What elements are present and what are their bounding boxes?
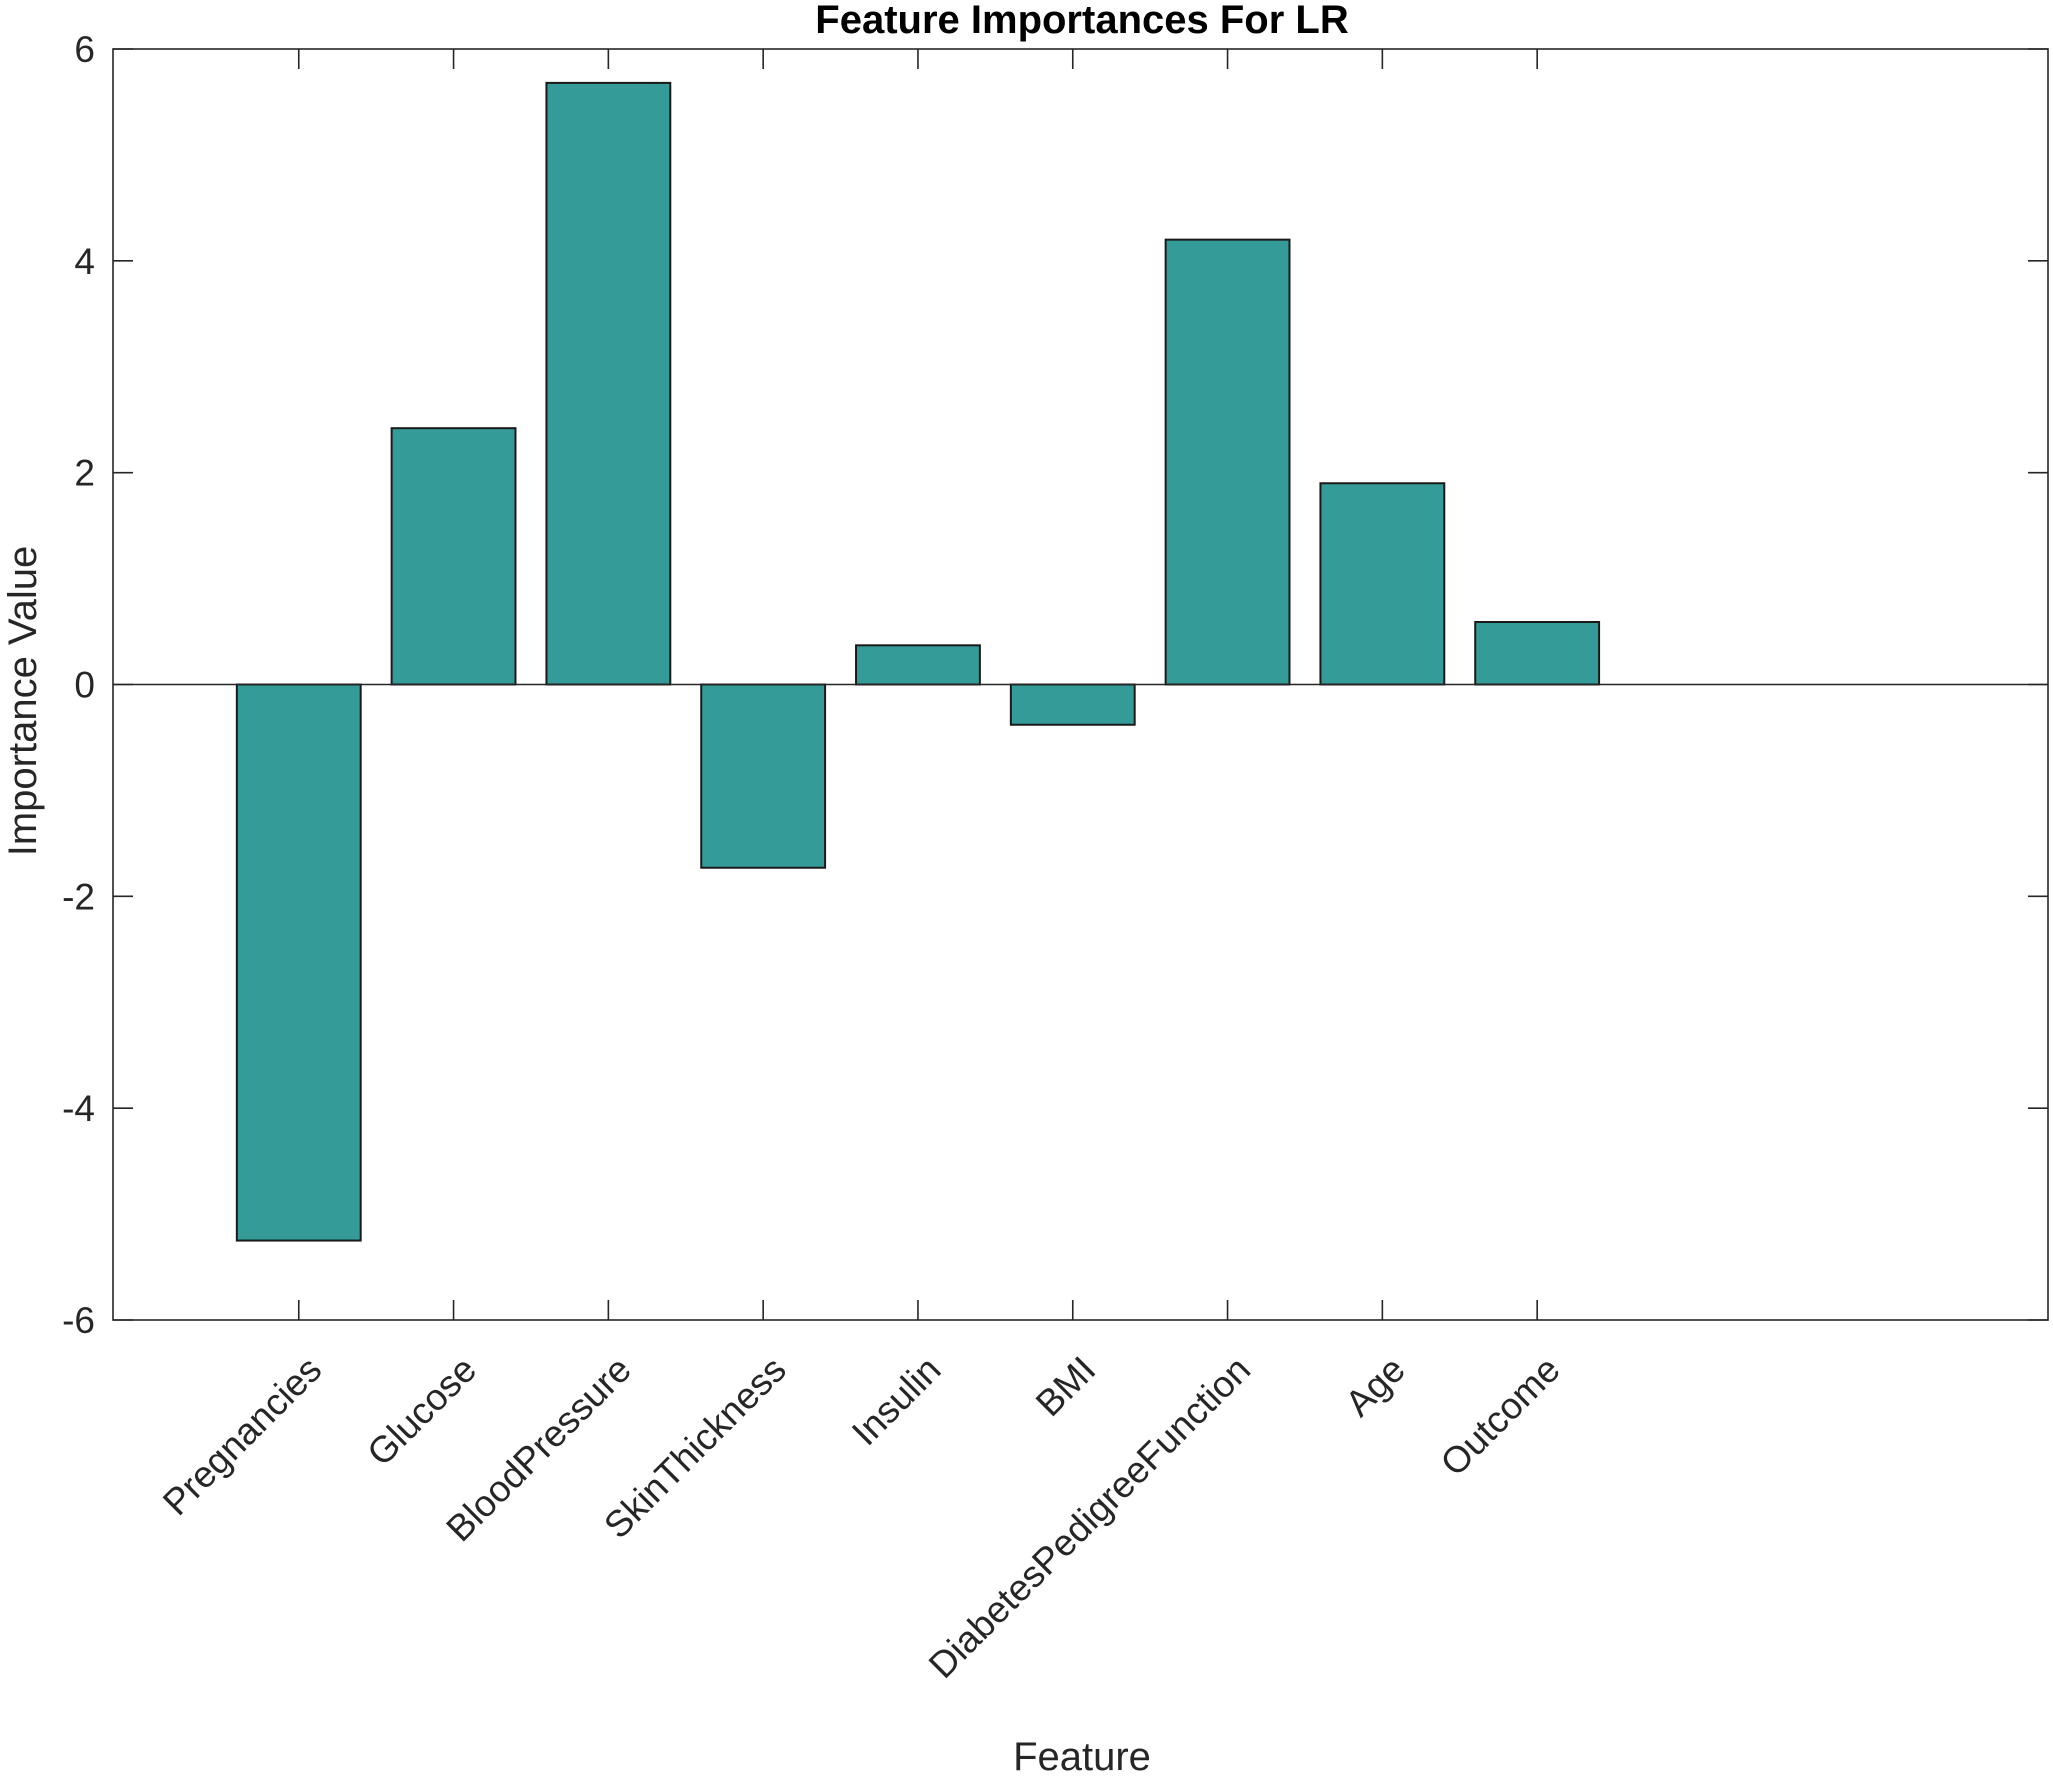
y-tick-label: 2 [74, 453, 95, 494]
chart-title: Feature Importances For LR [815, 0, 1349, 42]
bar-age [1320, 483, 1444, 684]
y-tick-label: -2 [62, 876, 95, 917]
bar-glucose [392, 428, 516, 684]
y-tick-label: -4 [62, 1088, 95, 1129]
x-axis-title: Feature [1013, 1735, 1151, 1775]
y-tick-label: 4 [74, 241, 95, 282]
x-tick-label: Pregnancies [155, 1349, 329, 1523]
x-tick-label: Outcome [1433, 1349, 1568, 1484]
bar-diabetespedigreefunction [1166, 240, 1290, 685]
x-tick-label: Glucose [359, 1349, 484, 1474]
bar-insulin [856, 645, 980, 684]
y-tick-label: -6 [62, 1300, 95, 1341]
axes-group [113, 49, 2048, 1320]
x-tick-label: BMI [1028, 1349, 1104, 1425]
bar-outcome [1475, 622, 1599, 684]
bar-bloodpressure [546, 83, 670, 685]
x-tick-label: DiabetesPedigreeFunction [921, 1349, 1258, 1686]
bars-group [237, 83, 1599, 1241]
x-tick-label: Age [1337, 1349, 1413, 1425]
y-axis-title: Importance Value [1, 546, 45, 857]
y-tick-label: 0 [74, 665, 95, 706]
y-tick-label: 6 [74, 29, 95, 70]
x-tick-label: Insulin [844, 1349, 949, 1454]
bar-bmi [1011, 685, 1135, 725]
bar-skinthickness [701, 685, 825, 868]
bar-pregnancies [237, 685, 361, 1241]
